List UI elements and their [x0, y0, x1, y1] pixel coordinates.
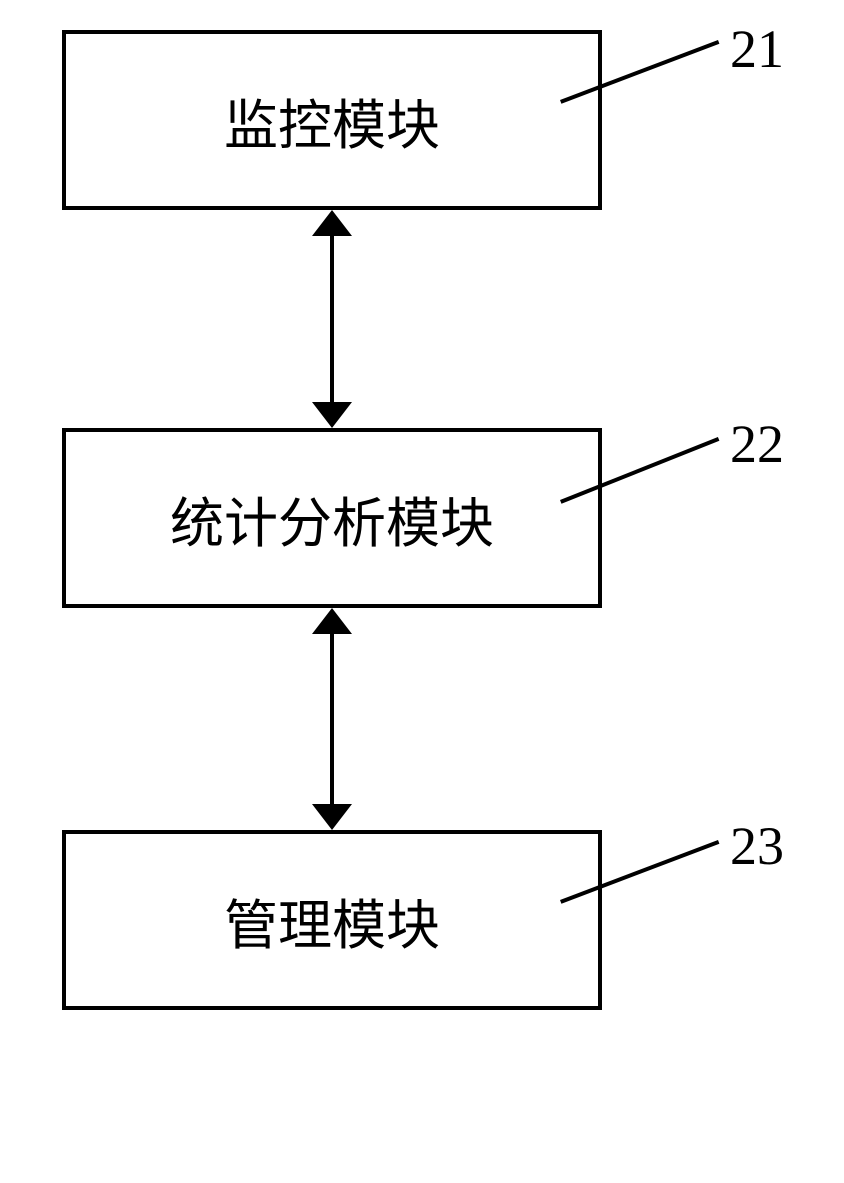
module-box-management: 管理模块: [62, 830, 602, 1010]
ref-number-22: 22: [730, 413, 784, 475]
module-label: 监控模块: [224, 81, 440, 160]
ref-number-23: 23: [730, 815, 784, 877]
module-label: 统计分析模块: [170, 479, 494, 558]
module-box-analysis: 统计分析模块: [62, 428, 602, 608]
module-label: 管理模块: [224, 881, 440, 960]
module-box-monitor: 监控模块: [62, 30, 602, 210]
ref-number-21: 21: [730, 18, 784, 80]
